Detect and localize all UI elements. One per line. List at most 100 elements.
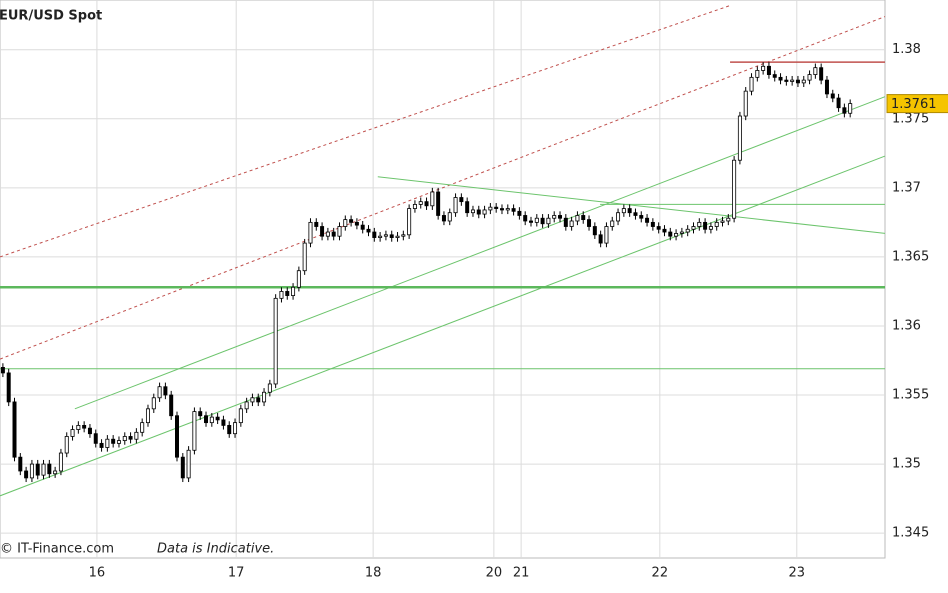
candle-body bbox=[47, 463, 52, 475]
y-tick-label: 1.375 bbox=[892, 111, 929, 126]
candle-body bbox=[122, 436, 127, 441]
candle-body bbox=[633, 212, 638, 216]
candle-body bbox=[563, 217, 568, 227]
candle-body bbox=[221, 419, 226, 426]
x-tick-label: 16 bbox=[89, 566, 106, 581]
candle-body bbox=[674, 233, 679, 237]
candle-body bbox=[29, 463, 34, 479]
x-tick-label: 17 bbox=[228, 566, 245, 581]
x-tick-label: 22 bbox=[652, 566, 669, 581]
candle-body bbox=[128, 436, 133, 440]
y-tick-label: 1.37 bbox=[892, 180, 921, 195]
candle-body bbox=[76, 425, 81, 430]
candle-body bbox=[534, 217, 539, 223]
candle-body bbox=[157, 386, 162, 399]
candle-body bbox=[383, 234, 388, 237]
candle-body bbox=[314, 221, 319, 227]
candle-body bbox=[244, 401, 249, 410]
candle-body bbox=[6, 372, 11, 403]
candle-body bbox=[0, 366, 5, 374]
disclaimer: Data is Indicative. bbox=[157, 542, 274, 557]
candle-body bbox=[790, 79, 795, 82]
candle-body bbox=[714, 221, 719, 227]
candle-body bbox=[610, 220, 615, 227]
candle-body bbox=[784, 79, 789, 82]
candle-body bbox=[581, 215, 586, 221]
copyright: © IT-Finance.com bbox=[0, 542, 114, 557]
candle-body bbox=[93, 433, 98, 444]
candle-body bbox=[99, 442, 104, 448]
candle-body bbox=[238, 408, 243, 424]
candle-body bbox=[169, 394, 174, 417]
plot-area bbox=[0, 0, 886, 559]
candle-body bbox=[679, 231, 684, 234]
y-tick-label: 1.38 bbox=[892, 42, 921, 57]
candle-body bbox=[325, 231, 330, 237]
candle-body bbox=[35, 463, 40, 476]
candle-body bbox=[140, 422, 145, 433]
candle-body bbox=[755, 70, 760, 78]
candle-body bbox=[488, 206, 493, 211]
candle-body bbox=[604, 226, 609, 244]
candle-body bbox=[737, 115, 742, 161]
candle-body bbox=[343, 219, 348, 227]
candle-body bbox=[807, 74, 812, 81]
candle-body bbox=[209, 416, 214, 424]
candle-body bbox=[708, 226, 713, 230]
candle-body bbox=[819, 67, 824, 81]
candle-body bbox=[656, 226, 661, 230]
candle-body bbox=[749, 76, 754, 92]
candle-body bbox=[552, 215, 557, 219]
candle-body bbox=[720, 220, 725, 223]
candle-body bbox=[412, 204, 417, 209]
candle-body bbox=[180, 456, 185, 479]
candle-body bbox=[279, 291, 284, 299]
candle-body bbox=[186, 449, 191, 479]
candle-body bbox=[813, 67, 818, 75]
candle-body bbox=[407, 208, 412, 236]
candle-body bbox=[262, 391, 267, 403]
candle-body bbox=[668, 231, 673, 237]
candle-body bbox=[285, 291, 290, 296]
candle-body bbox=[111, 438, 116, 444]
candle-body bbox=[372, 231, 377, 238]
chart-title: EUR/USD Spot bbox=[0, 9, 102, 24]
candle-body bbox=[349, 219, 354, 223]
candle-body bbox=[360, 224, 365, 230]
candle-body bbox=[53, 470, 58, 475]
candle-body bbox=[836, 97, 841, 109]
candle-body bbox=[302, 242, 307, 272]
candle-body bbox=[395, 235, 400, 238]
candle-body bbox=[18, 456, 23, 472]
candle-body bbox=[378, 235, 383, 238]
candle-body bbox=[494, 206, 499, 209]
candle-body bbox=[743, 90, 748, 117]
candle-body bbox=[337, 226, 342, 237]
candle-body bbox=[726, 217, 731, 222]
candle-body bbox=[650, 221, 655, 227]
candle-body bbox=[233, 422, 238, 435]
candle-body bbox=[662, 228, 667, 233]
candle-body bbox=[848, 103, 853, 114]
x-tick-label: 21 bbox=[513, 566, 530, 581]
candle-body bbox=[465, 201, 470, 214]
candle-body bbox=[546, 217, 551, 225]
candle-body bbox=[134, 431, 139, 440]
trend-line bbox=[0, 5, 731, 258]
candle-body bbox=[540, 217, 545, 225]
y-tick-label: 1.36 bbox=[892, 318, 921, 333]
trend-line bbox=[0, 155, 886, 497]
y-tick-label: 1.365 bbox=[892, 249, 929, 264]
candle-body bbox=[587, 219, 592, 227]
candle-body bbox=[227, 425, 232, 435]
candle-body bbox=[354, 221, 359, 226]
trend-line bbox=[74, 96, 886, 410]
candle-body bbox=[82, 425, 87, 429]
x-tick-label: 23 bbox=[789, 566, 806, 581]
candle-body bbox=[12, 401, 17, 458]
candle-body bbox=[436, 191, 441, 216]
candle-body bbox=[621, 208, 626, 214]
candle-body bbox=[331, 231, 336, 237]
candle-body bbox=[685, 228, 690, 233]
